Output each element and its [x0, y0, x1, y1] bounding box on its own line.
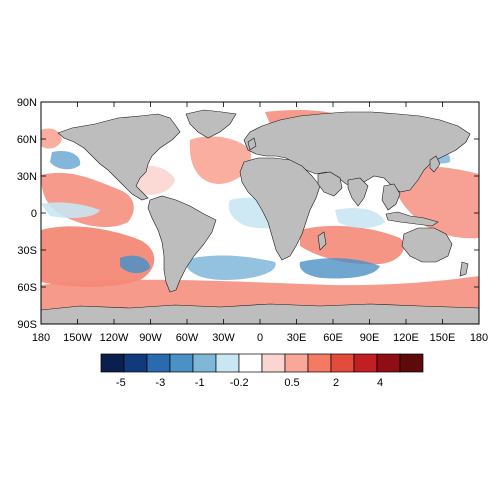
lat-label-90s: 90S	[17, 319, 37, 331]
lon-label-180e: 180	[470, 332, 488, 344]
indonesia-land	[385, 211, 439, 227]
colorbar-box	[100, 353, 125, 373]
warm-anomaly-region	[41, 226, 155, 287]
colorbar-box	[169, 353, 194, 373]
lon-label-90w: 90W	[139, 332, 162, 344]
colorbar-label: 0.5	[284, 377, 299, 389]
cool-anomaly-region	[41, 202, 100, 218]
lat-label-60s: 60S	[17, 282, 37, 294]
colorbar-label: -0.2	[230, 377, 249, 389]
colorbar-label: -3	[155, 377, 165, 389]
cool-anomaly-region	[120, 255, 150, 274]
lat-label-0: 0	[31, 208, 37, 220]
colorbar-box	[146, 353, 171, 373]
colorbar-label: -5	[116, 377, 126, 389]
north-america-land	[57, 113, 181, 201]
colorbar-label: 4	[377, 377, 383, 389]
warm-anomaly-region	[41, 128, 62, 149]
uk-land	[247, 137, 257, 151]
lat-label-30s: 30S	[17, 245, 37, 257]
lat-label-90n: 90N	[17, 97, 37, 109]
lat-label-60n: 60N	[17, 134, 37, 146]
lon-label-180w: 180	[32, 332, 50, 344]
colorbar-box	[307, 353, 332, 373]
colorbar-label: 2	[333, 377, 339, 389]
latitude-tick-marks	[41, 101, 479, 325]
africa-land	[239, 157, 321, 261]
lon-label-150w: 150W	[63, 332, 92, 344]
cool-anomaly-region	[299, 258, 380, 279]
japan-land	[429, 155, 441, 173]
cool-anomaly-region	[50, 150, 81, 170]
anomaly-field	[41, 109, 479, 324]
colorbar: -5 -3 -1 -0.2 0.5 2 4	[100, 353, 424, 389]
warm-anomaly-region	[189, 136, 251, 184]
lon-label-90e: 90E	[360, 332, 380, 344]
longitude-tick-marks	[40, 102, 480, 324]
lon-label-60e: 60E	[323, 332, 343, 344]
lon-label-30w: 30W	[212, 332, 235, 344]
lon-label-120e: 120E	[393, 332, 419, 344]
lon-label-60w: 60W	[176, 332, 199, 344]
colorbar-box	[238, 353, 263, 373]
colorbar-box	[261, 353, 286, 373]
madagascar-land	[317, 231, 327, 251]
warm-anomaly-region	[300, 225, 404, 265]
colorbar-box	[215, 353, 240, 373]
lon-label-30e: 30E	[287, 332, 307, 344]
new-zealand-land	[459, 261, 469, 277]
lon-label-0: 0	[257, 332, 263, 344]
colorbar-box	[399, 353, 424, 373]
india-land	[347, 177, 369, 207]
southeast-asia-land	[381, 183, 401, 211]
south-america-land	[147, 195, 217, 293]
colorbar-box	[376, 353, 401, 373]
colorbar-box	[284, 353, 309, 373]
latitude-labels: 90N 60N 30N 0 30S 60S 90S	[17, 97, 37, 331]
cool-anomaly-region	[335, 208, 385, 228]
greenland-land	[185, 109, 237, 139]
lat-label-30n: 30N	[17, 171, 37, 183]
arabia-land	[317, 171, 343, 197]
lon-label-120w: 120W	[100, 332, 129, 344]
colorbar-label: -1	[195, 377, 205, 389]
colorbar-box	[353, 353, 378, 373]
longitude-labels: 180 150W 120W 90W 60W 30W 0 30E 60E 90E …	[32, 332, 488, 344]
colorbar-box	[192, 353, 217, 373]
australia-land	[401, 227, 453, 263]
colorbar-labels: -5 -3 -1 -0.2 0.5 2 4	[116, 377, 383, 389]
colorbar-boxes	[100, 353, 424, 373]
map-panel: 90N 60N 30N 0 30S 60S 90S 180 150W 120W …	[17, 97, 488, 344]
colorbar-box	[123, 353, 148, 373]
colorbar-box	[330, 353, 355, 373]
lon-label-150e: 150E	[430, 332, 456, 344]
cool-anomaly-region	[185, 255, 276, 280]
